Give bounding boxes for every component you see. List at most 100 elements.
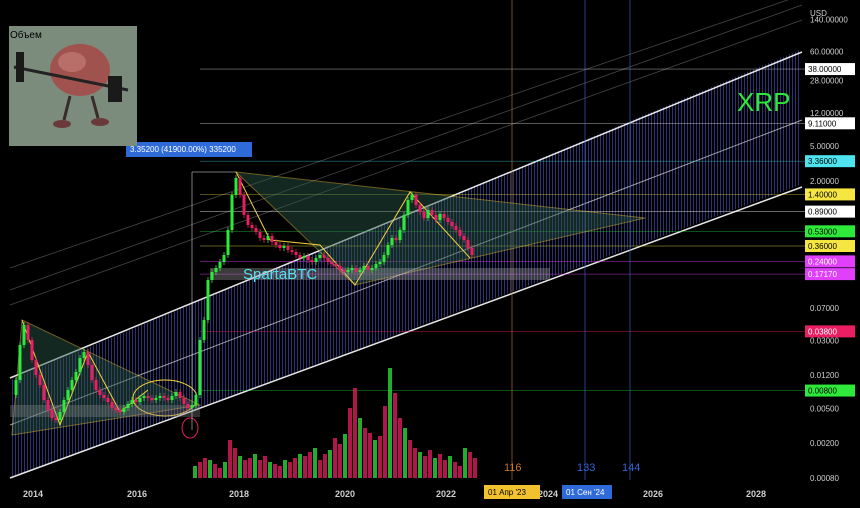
candle: [174, 392, 178, 396]
price-tag[interactable]: [805, 117, 855, 130]
candle: [306, 256, 310, 260]
price-tag[interactable]: [805, 205, 855, 218]
volume-bar: [353, 388, 357, 478]
candle: [242, 195, 246, 215]
price-scale[interactable]: 38.00000 9.11000 3.36000 1.40000 0.89000 0.53…: [805, 16, 855, 483]
volume-bar: [238, 456, 242, 478]
low-ellipse: [181, 417, 199, 439]
price-tag[interactable]: [805, 255, 855, 268]
volume-bar: [393, 393, 397, 478]
x-tick-label: 2020: [335, 489, 355, 499]
price-tag[interactable]: [805, 384, 855, 397]
candle: [238, 178, 242, 195]
volume-bar: [268, 462, 272, 478]
candle: [438, 214, 442, 220]
candle: [122, 408, 126, 412]
volume-bar: [313, 448, 317, 478]
price-tag[interactable]: [805, 188, 855, 201]
candle: [382, 255, 386, 262]
candle: [322, 255, 326, 258]
volume-bar: [463, 448, 467, 478]
volume-bar: [338, 444, 342, 478]
volume-bar: [448, 456, 452, 478]
candle: [370, 268, 374, 270]
candle: [98, 390, 102, 395]
volume-bar: [388, 368, 392, 478]
candle: [422, 212, 426, 218]
candle: [94, 380, 98, 390]
x-axis[interactable]: 2014 2016 2018 2020 2022 2024 2026 2028 01 Апр '…: [0, 482, 860, 508]
candle: [130, 400, 134, 404]
volume-bar: [233, 448, 237, 478]
volume-bar: [213, 464, 217, 478]
volume-bar: [288, 462, 292, 478]
candle: [34, 360, 38, 375]
symbol-label: XRP: [737, 87, 790, 117]
volume-bar: [443, 460, 447, 478]
candle: [462, 236, 466, 240]
candle: [170, 396, 174, 400]
price-tag[interactable]: [805, 225, 855, 238]
volume-bar: [358, 418, 362, 478]
candle: [38, 375, 42, 385]
candle: [198, 340, 202, 395]
candle: [470, 248, 474, 255]
volume-bar: [363, 428, 367, 478]
candle: [226, 230, 230, 255]
volume-bar: [293, 458, 297, 478]
x-tick-label: 2028: [746, 489, 766, 499]
triangle-2018: [234, 171, 646, 286]
channel-stripes: [10, 50, 800, 478]
candle: [466, 240, 470, 248]
price-tag[interactable]: [805, 240, 855, 253]
price-tag[interactable]: [805, 155, 855, 168]
volume-bar: [308, 452, 312, 478]
channel-line: [9, 51, 803, 379]
volume-bar: [438, 454, 442, 478]
volume-bar: [378, 436, 382, 478]
candle: [334, 264, 338, 266]
price-tag[interactable]: [805, 325, 855, 338]
volume-bar: [228, 440, 232, 478]
candle: [150, 398, 154, 400]
price-tag-label: 3.36000: [808, 157, 837, 166]
candle: [350, 268, 354, 270]
measure-label: 3.35200 (41900.00%) 335200: [130, 145, 236, 154]
candle: [406, 200, 410, 215]
volume-bar: [413, 448, 417, 478]
candle: [270, 236, 274, 242]
volume-bar: [398, 418, 402, 478]
date-tag[interactable]: [562, 485, 612, 499]
volume-bar: [258, 460, 262, 478]
volume-bar: [243, 460, 247, 478]
candle: [262, 238, 266, 240]
volume-bar: [418, 452, 422, 478]
price-tag[interactable]: [805, 268, 855, 281]
date-tag[interactable]: [484, 485, 540, 499]
volume-bar: [198, 462, 202, 478]
candle: [166, 398, 170, 400]
candle: [146, 396, 150, 398]
outer-channel-line: [9, 0, 789, 269]
candle: [118, 410, 122, 412]
candle: [126, 404, 130, 408]
candle: [86, 352, 90, 365]
candle: [342, 270, 346, 272]
x-tick-label: 2018: [229, 489, 249, 499]
volume-bars: [193, 368, 477, 478]
candle: [222, 255, 226, 262]
candle: [158, 396, 162, 398]
price-tag-label: 38.00000: [808, 65, 842, 74]
candle: [30, 340, 34, 360]
candle: [246, 215, 250, 225]
candle: [114, 408, 118, 410]
channel-fill: [10, 50, 800, 478]
watermark: SpartaBTC: [243, 266, 317, 283]
x-tick-label: 2016: [127, 489, 147, 499]
price-tag[interactable]: [805, 63, 855, 76]
price-scale-label: 28.00000: [810, 77, 844, 86]
candle: [458, 230, 462, 236]
volume-bar: [403, 428, 407, 478]
candle: [454, 226, 458, 230]
candle: [106, 398, 110, 402]
